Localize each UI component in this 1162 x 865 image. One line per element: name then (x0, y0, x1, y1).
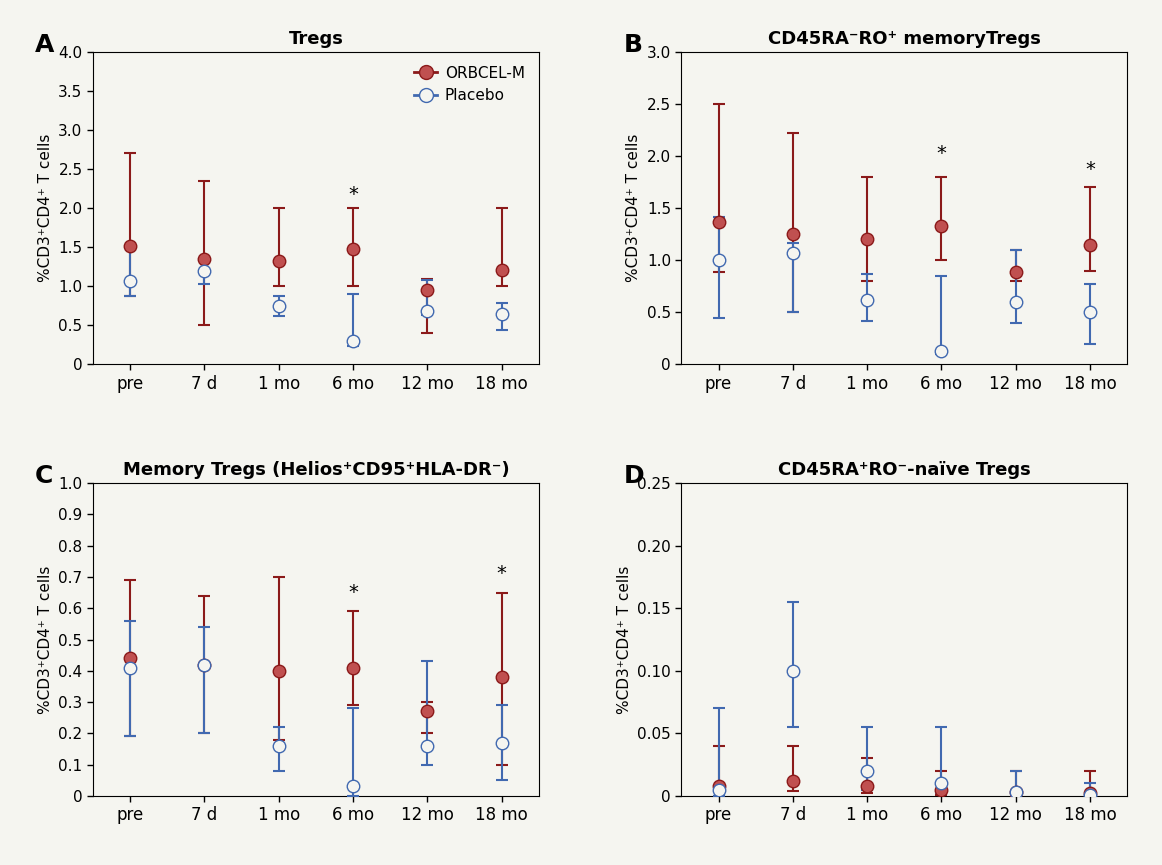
Y-axis label: %CD3⁺CD4⁺ T cells: %CD3⁺CD4⁺ T cells (37, 134, 52, 282)
Y-axis label: %CD3⁺CD4⁺ T cells: %CD3⁺CD4⁺ T cells (37, 566, 52, 714)
Legend: ORBCEL-M, Placebo: ORBCEL-M, Placebo (408, 60, 531, 109)
Text: *: * (1085, 160, 1095, 179)
Title: Tregs: Tregs (288, 29, 343, 48)
Text: *: * (937, 144, 946, 163)
Title: CD45RA⁺RO⁻-naïve Tregs: CD45RA⁺RO⁻-naïve Tregs (777, 461, 1031, 479)
Text: D: D (624, 465, 644, 489)
Text: B: B (624, 33, 643, 57)
Text: A: A (35, 33, 55, 57)
Y-axis label: %CD3⁺CD4⁺ T cells: %CD3⁺CD4⁺ T cells (617, 566, 632, 714)
Y-axis label: %CD3⁺CD4⁺ T cells: %CD3⁺CD4⁺ T cells (626, 134, 641, 282)
Text: *: * (496, 564, 507, 583)
Text: C: C (35, 465, 53, 489)
Title: Memory Tregs (Helios⁺CD95⁺HLA-DR⁻): Memory Tregs (Helios⁺CD95⁺HLA-DR⁻) (122, 461, 509, 479)
Title: CD45RA⁻RO⁺ memoryTregs: CD45RA⁻RO⁺ memoryTregs (768, 29, 1041, 48)
Text: *: * (349, 185, 358, 204)
Text: *: * (349, 583, 358, 602)
